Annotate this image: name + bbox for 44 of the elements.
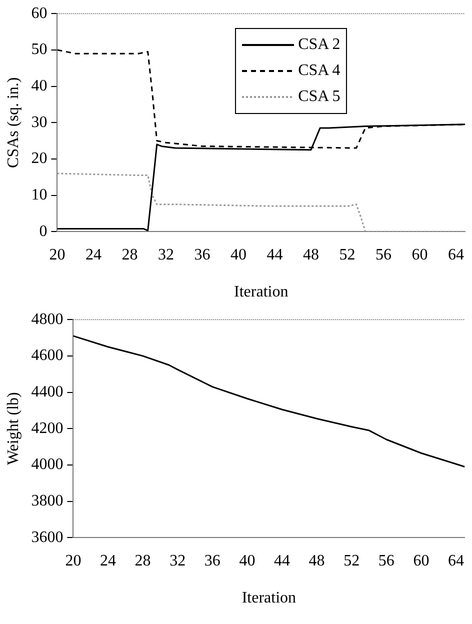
x-tick-label: 60 <box>413 552 430 570</box>
y-tick-label: 4000 <box>31 456 64 474</box>
y-tick-label: 3800 <box>31 492 64 510</box>
x-tick-label: 36 <box>204 552 220 570</box>
y-tick-label: 4800 <box>31 310 64 328</box>
x-tick-label: 32 <box>170 552 186 570</box>
y-tick-label: 4400 <box>31 383 64 400</box>
x-tick-label: 28 <box>122 246 138 264</box>
x-tick-label: 60 <box>412 246 428 264</box>
y-tick-label: 30 <box>31 114 48 131</box>
x-tick-label: 56 <box>375 246 392 264</box>
x-tick-label: 52 <box>344 552 360 570</box>
x-axis-title: Iteration <box>234 284 288 301</box>
x-tick-label: 52 <box>339 246 356 264</box>
legend-label: CSA 5 <box>298 88 340 106</box>
y-tick-label: 50 <box>31 41 48 58</box>
y-tick-label: 10 <box>31 186 48 204</box>
x-axis-title: Iteration <box>242 590 296 607</box>
x-tick-label: 40 <box>230 246 246 264</box>
x-tick-label: 44 <box>266 246 283 264</box>
x-tick-label: 36 <box>194 246 210 264</box>
y-tick-label: 4200 <box>31 420 64 437</box>
y-axis-title: CSAs (sq. in.) <box>4 77 22 168</box>
y-tick-label: 40 <box>31 77 48 94</box>
x-tick-label: 48 <box>302 246 319 264</box>
x-tick-label: 64 <box>448 246 464 264</box>
x-tick-label: 48 <box>308 552 325 570</box>
y-axis-title: Weight (lb) <box>4 392 22 466</box>
y-tick-label: 3600 <box>31 528 64 546</box>
x-tick-label: 56 <box>378 552 394 570</box>
y-tick-label: 60 <box>31 4 48 22</box>
x-tick-label: 40 <box>239 552 256 570</box>
x-tick-label: 24 <box>85 246 102 264</box>
y-tick-label: 0 <box>39 222 48 240</box>
x-tick-label: 28 <box>134 552 151 570</box>
x-tick-label: 64 <box>448 552 464 570</box>
x-tick-label: 44 <box>274 552 290 570</box>
y-tick-label: 20 <box>31 150 48 168</box>
y-tick-label: 4600 <box>31 347 64 364</box>
x-tick-label: 20 <box>65 552 82 570</box>
legend-label: CSA 2 <box>298 36 340 54</box>
x-tick-label: 32 <box>158 246 174 264</box>
legend-label: CSA 4 <box>298 62 340 80</box>
x-tick-label: 24 <box>100 552 116 570</box>
